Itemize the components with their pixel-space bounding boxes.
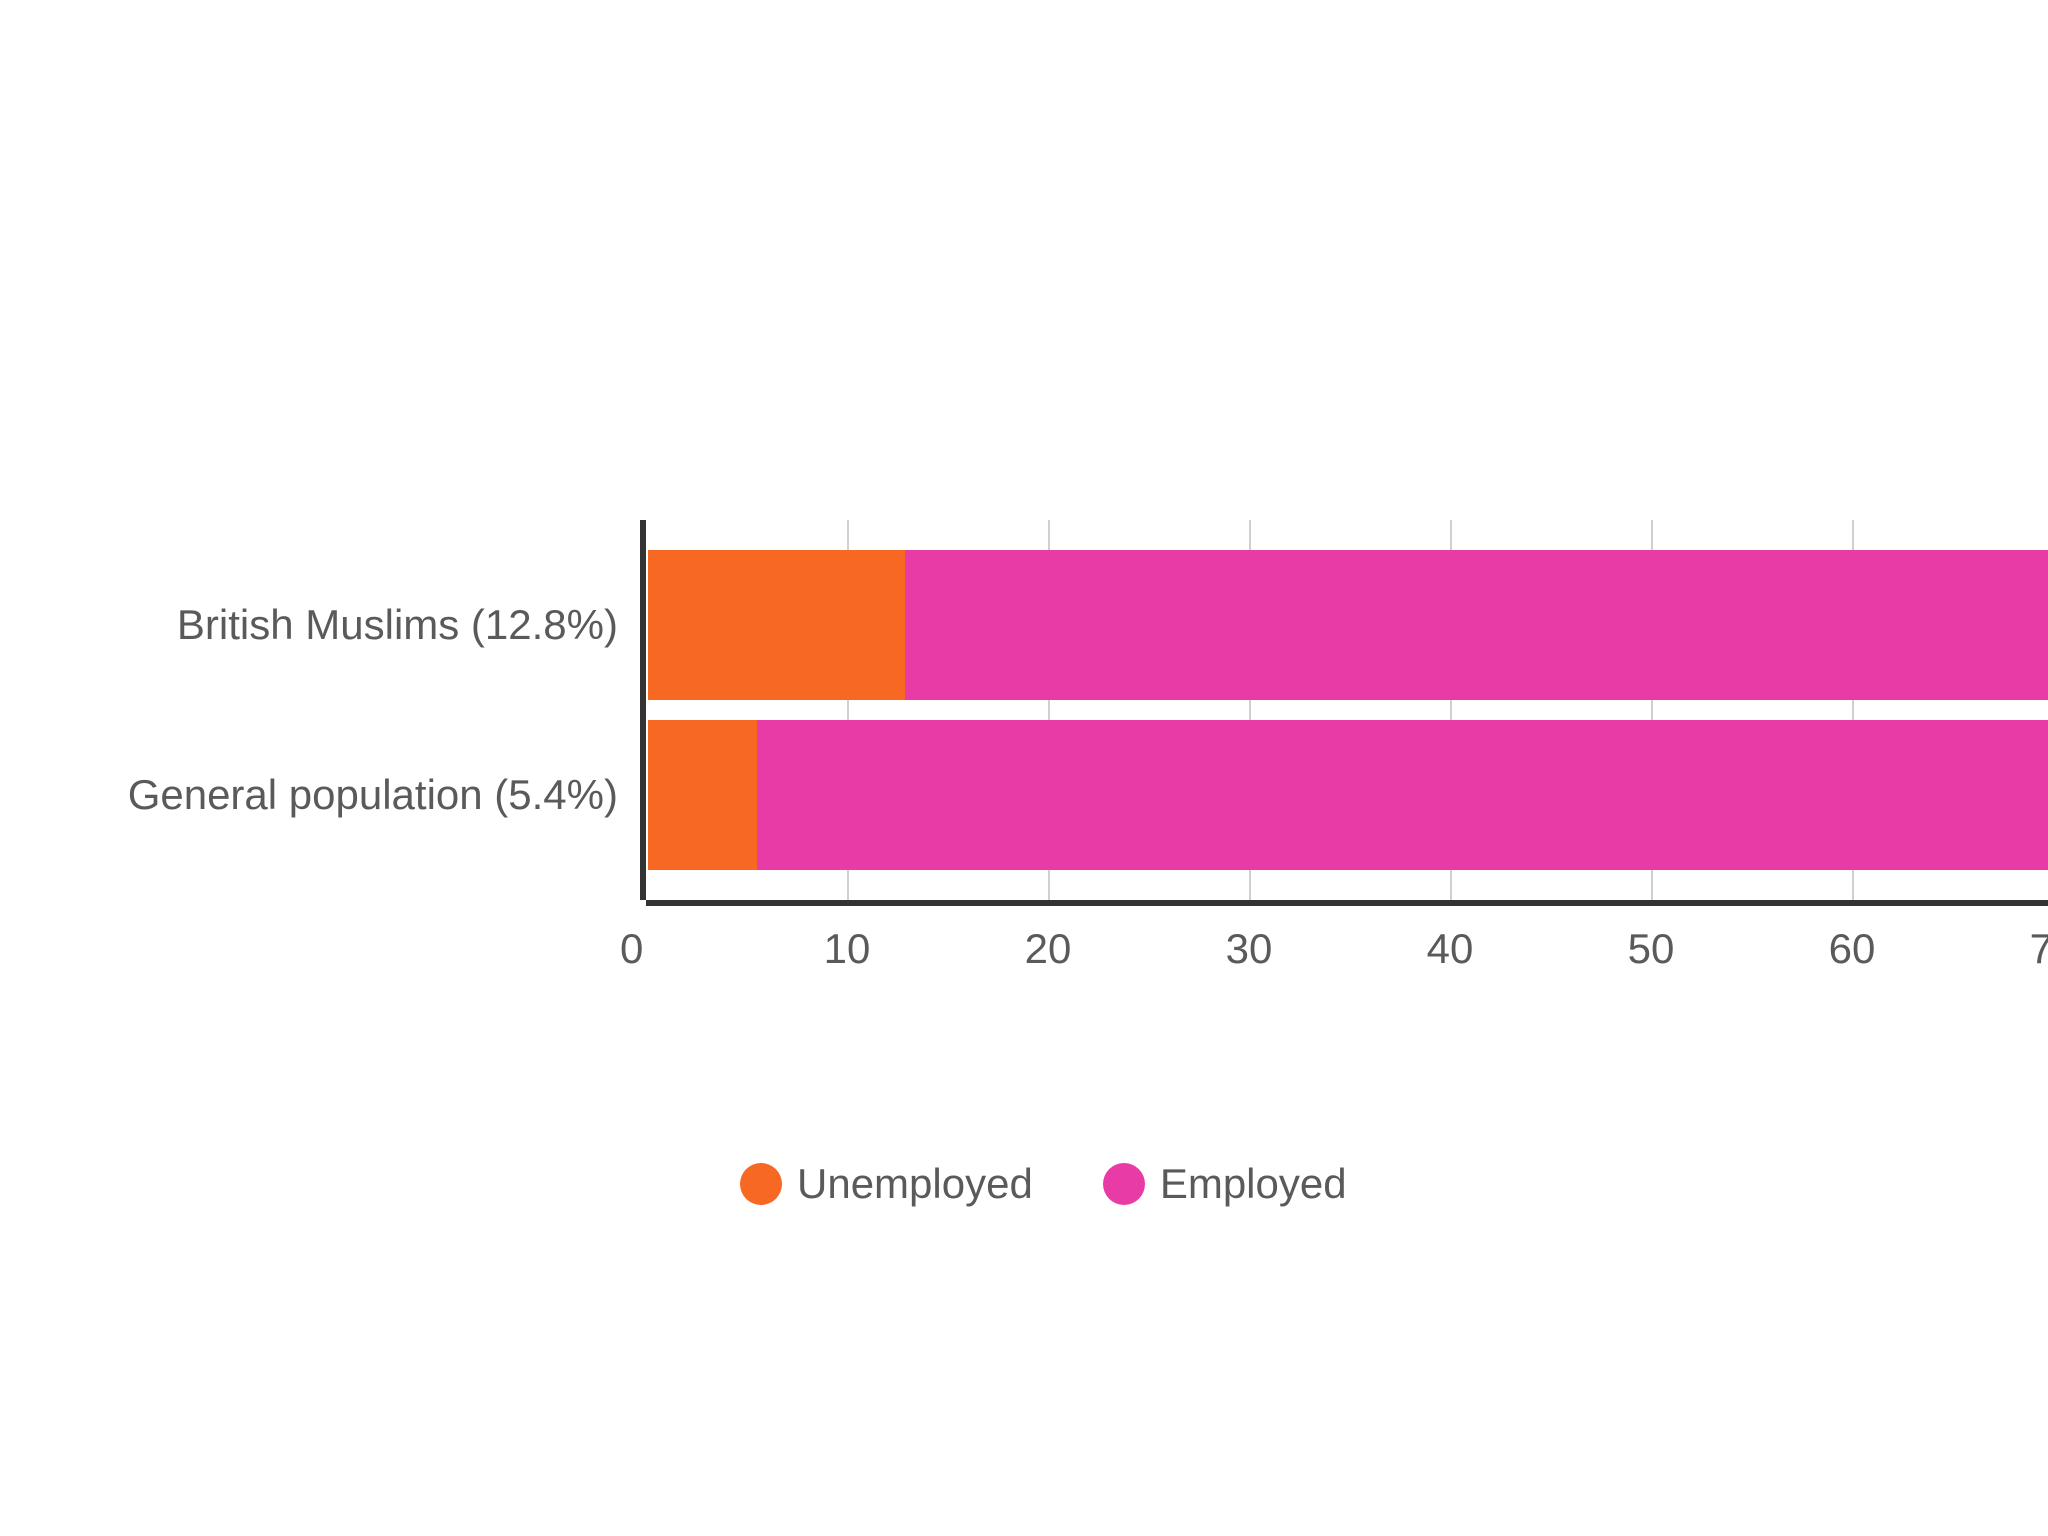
legend: Unemployed Employed: [740, 1160, 1397, 1208]
legend-label: Unemployed: [797, 1160, 1033, 1208]
x-tick-label: 20: [1025, 925, 1072, 973]
bar-segment: [648, 720, 757, 870]
legend-marker: [1103, 1163, 1145, 1205]
bar-segment: [648, 550, 905, 700]
bar-row: General population (5.4%): [648, 720, 2048, 870]
bar-segment: [905, 550, 2048, 700]
x-tick-label: 70: [2030, 925, 2048, 973]
x-tick-label: 30: [1226, 925, 1273, 973]
y-axis: [640, 520, 646, 900]
x-axis: [646, 900, 2048, 906]
bar-row: British Muslims (12.8%): [648, 550, 2048, 700]
category-label: British Muslims (12.8%): [177, 601, 618, 649]
x-tick-label: 0: [620, 925, 643, 973]
employment-chart: British Muslims (12.8%) General populatio…: [100, 520, 2048, 900]
x-tick-label: 50: [1628, 925, 1675, 973]
legend-marker: [740, 1163, 782, 1205]
legend-item: Employed: [1103, 1160, 1347, 1208]
x-tick-label: 40: [1427, 925, 1474, 973]
legend-item: Unemployed: [740, 1160, 1033, 1208]
legend-label: Employed: [1160, 1160, 1347, 1208]
bar-segment: [757, 720, 2048, 870]
category-label: General population (5.4%): [128, 771, 618, 819]
x-tick-label: 10: [824, 925, 871, 973]
x-tick-label: 60: [1829, 925, 1876, 973]
plot-area: British Muslims (12.8%) General populatio…: [640, 520, 2048, 900]
